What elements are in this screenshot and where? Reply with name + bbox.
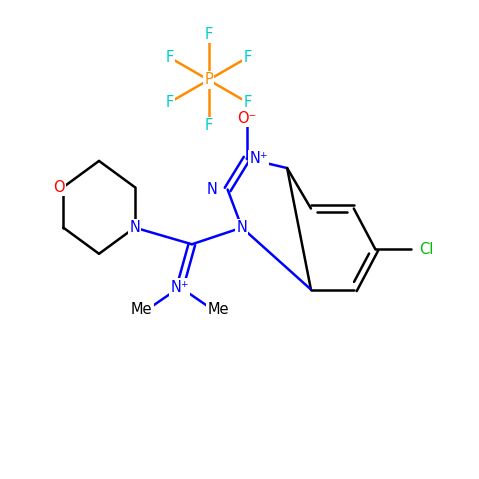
Text: P: P [204, 72, 213, 88]
Text: F: F [165, 50, 173, 65]
Text: O⁻: O⁻ [237, 111, 256, 125]
Text: Cl: Cl [420, 241, 434, 257]
Text: F: F [244, 50, 252, 65]
Text: Me: Me [131, 302, 153, 317]
Text: N⁺: N⁺ [249, 151, 268, 166]
Text: Me: Me [207, 302, 229, 317]
Text: F: F [205, 118, 213, 133]
Text: N: N [129, 220, 140, 235]
Text: F: F [205, 27, 213, 42]
Text: F: F [244, 95, 252, 110]
Text: N⁺: N⁺ [171, 280, 189, 295]
Text: F: F [165, 95, 173, 110]
Text: O: O [53, 180, 64, 194]
Text: N: N [206, 182, 217, 197]
Text: N: N [237, 220, 247, 235]
